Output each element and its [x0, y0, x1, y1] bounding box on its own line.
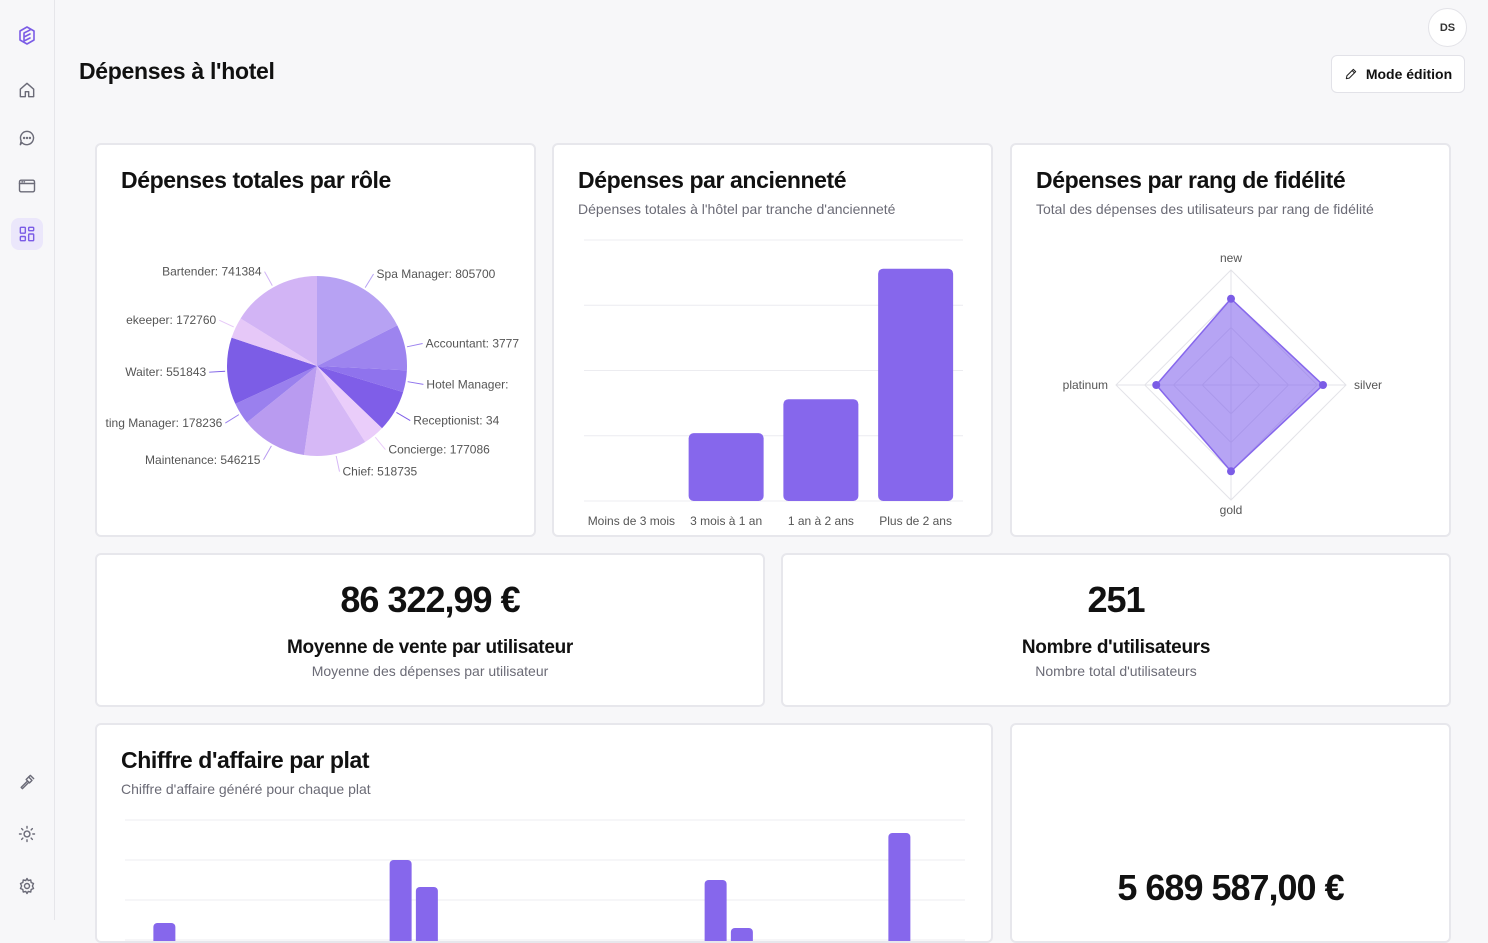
- dish-revenue-card: Chiffre d'affaire par plat Chiffre d'aff…: [95, 723, 993, 943]
- home-icon[interactable]: [11, 74, 43, 106]
- logo-icon[interactable]: [11, 19, 43, 51]
- card-title: Dépenses par rang de fidélité: [1036, 167, 1346, 193]
- bar[interactable]: [730, 928, 753, 941]
- dashboard-icon[interactable]: [11, 218, 43, 250]
- pie-label: Bartender: 741384: [162, 265, 262, 279]
- edit-mode-label: Mode édition: [1365, 66, 1453, 82]
- sun-icon[interactable]: [11, 818, 43, 850]
- radar-point[interactable]: [1227, 467, 1235, 476]
- pie-label: Spa Manager: 805700: [377, 267, 496, 281]
- bar[interactable]: [704, 880, 727, 941]
- bar[interactable]: [415, 887, 438, 941]
- pie-label-line: [264, 271, 273, 286]
- pie-label: Hotel Manager:: [426, 377, 508, 391]
- kpi-label: Nombre d'utilisateurs: [1021, 637, 1211, 658]
- radar-point[interactable]: [1227, 294, 1235, 303]
- pie-label-line: [406, 342, 423, 348]
- role-pie-chart: Spa Manager: 805700 Accountant: 3777 Hotel…: [106, 265, 520, 479]
- radar-area: [1155, 297, 1325, 473]
- x-tick-label: 1 an à 2 ans: [788, 514, 854, 528]
- pie-slice: [227, 337, 317, 404]
- pie-label: Receptionist: 34: [413, 414, 499, 428]
- x-tick-label: 3 mois à 1 an: [690, 514, 762, 528]
- pie-label-line: [218, 319, 234, 328]
- kpi-value: 251: [1087, 579, 1145, 620]
- seniority-bar-chart: Moins de 3 mois 3 mois à 1 an 1 an à 2 ans…: [584, 239, 963, 528]
- pie-label-line: [407, 381, 424, 385]
- chat-icon[interactable]: [11, 122, 43, 154]
- pie-label-line: [209, 370, 226, 373]
- user-count-card: 251 Nombre d'utilisateurs Nombre total d…: [781, 553, 1451, 707]
- radar-axis-label: gold: [1220, 503, 1243, 517]
- bar[interactable]: [878, 268, 954, 501]
- bar[interactable]: [389, 860, 412, 941]
- radar-axis-label: platinum: [1063, 378, 1108, 392]
- avatar[interactable]: DS: [1428, 8, 1467, 47]
- kpi-value: 86 322,99 €: [340, 579, 520, 620]
- card-subtitle: Dépenses totales à l'hôtel par tranche d…: [578, 201, 896, 217]
- pie-label: Concierge: 177086: [388, 443, 490, 457]
- dish-bar-chart: [125, 819, 965, 941]
- pie-label: Waiter: 551843: [125, 365, 206, 379]
- pie-slice: [317, 366, 383, 443]
- pie-slice: [317, 366, 407, 393]
- pie-label-line: [225, 414, 240, 424]
- pie-slice: [304, 366, 366, 456]
- pie-slice: [246, 366, 317, 456]
- avg-sale-card: 86 322,99 € Moyenne de vente par utilisa…: [95, 553, 765, 707]
- edit-mode-button[interactable]: Mode édition: [1331, 55, 1465, 93]
- hammer-icon[interactable]: [11, 766, 43, 798]
- radar-axis-label: silver: [1354, 378, 1382, 392]
- pencil-icon: [1345, 68, 1357, 80]
- pie-label-line: [374, 436, 386, 450]
- loyalty-radar-chart: new silver gold platinum: [1063, 251, 1382, 517]
- kpi-subtitle: Nombre total d'utilisateurs: [1035, 663, 1197, 679]
- pie-slice: [231, 318, 317, 366]
- pie-label: Chief: 518735: [343, 465, 418, 479]
- sidebar: [0, 0, 55, 920]
- total-revenue-card: 5 689 587,00 €: [1010, 723, 1451, 943]
- x-tick-label: Plus de 2 ans: [879, 514, 952, 528]
- role-spending-card: Dépenses totales par rôle Spa Manager: 8…: [95, 143, 536, 537]
- seniority-spending-card: Dépenses par ancienneté Dépenses totales…: [552, 143, 993, 537]
- pie-label: Accountant: 3777: [426, 336, 520, 350]
- bar[interactable]: [783, 399, 859, 501]
- card-subtitle: Chiffre d'affaire généré pour chaque pla…: [121, 781, 371, 797]
- card-title: Dépenses par ancienneté: [578, 167, 847, 193]
- kpi-subtitle: Moyenne des dépenses par utilisateur: [311, 663, 549, 679]
- settings-icon[interactable]: [11, 870, 43, 902]
- card-title: Dépenses totales par rôle: [121, 167, 391, 193]
- pie-label-line: [263, 445, 272, 461]
- radar-axis-label: new: [1220, 251, 1242, 265]
- kpi-label: Moyenne de vente par utilisateur: [286, 637, 574, 658]
- kpi-value: 5 689 587,00 €: [1117, 867, 1344, 908]
- radar-point[interactable]: [1152, 381, 1161, 389]
- browser-icon[interactable]: [11, 170, 43, 202]
- pie-slice: [317, 366, 404, 429]
- page-title: Dépenses à l'hotel: [79, 58, 275, 84]
- bar[interactable]: [688, 433, 764, 501]
- pie-slice: [240, 276, 317, 366]
- pie-label-line: [335, 455, 340, 472]
- loyalty-spending-card: Dépenses par rang de fidélité Total des …: [1010, 143, 1451, 537]
- bar[interactable]: [888, 833, 911, 941]
- radar-point[interactable]: [1319, 381, 1327, 389]
- pie-slice: [317, 276, 398, 366]
- x-tick-label: Moins de 3 mois: [588, 514, 675, 528]
- pie-slice: [317, 325, 407, 371]
- pie-label-line: [396, 412, 411, 421]
- bar[interactable]: [153, 923, 176, 941]
- pie-label-line: [364, 273, 374, 288]
- pie-slice: [235, 366, 317, 423]
- pie-label: ekeeper: 172760: [126, 313, 216, 327]
- pie-label: Maintenance: 546215: [145, 453, 261, 467]
- card-title: Chiffre d'affaire par plat: [121, 747, 370, 773]
- pie-label: ting Manager: 178236: [106, 416, 223, 430]
- card-subtitle: Total des dépenses des utilisateurs par …: [1036, 201, 1374, 217]
